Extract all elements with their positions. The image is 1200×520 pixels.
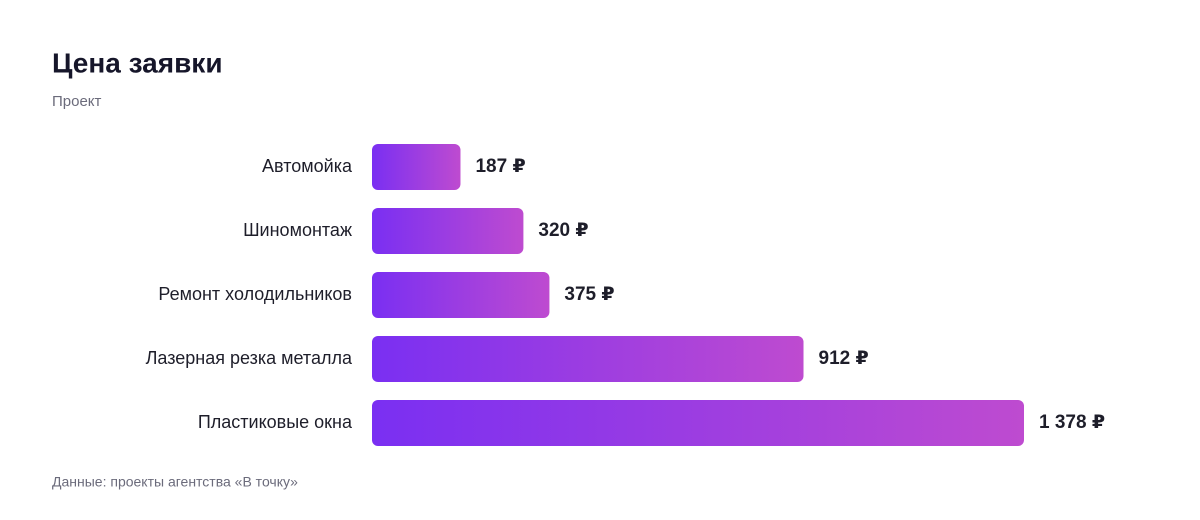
chart-title: Цена заявки — [52, 47, 223, 78]
bar — [372, 208, 524, 254]
value-label: 187 ₽ — [475, 156, 525, 177]
value-label: 320 ₽ — [538, 220, 588, 241]
category-label: Ремонт холодильников — [158, 284, 352, 304]
category-label: Пластиковые окна — [198, 412, 353, 432]
value-label: 1 378 ₽ — [1039, 412, 1105, 433]
category-label: Шиномонтаж — [243, 220, 352, 240]
bar — [372, 144, 461, 190]
source-note: Данные: проекты агентства «В точку» — [52, 474, 298, 490]
bar — [372, 400, 1024, 446]
value-label: 912 ₽ — [819, 348, 869, 369]
category-label: Лазерная резка металла — [146, 348, 353, 368]
category-label: Автомойка — [262, 156, 353, 176]
bar — [372, 336, 804, 382]
chart-subtitle: Проект — [52, 93, 102, 110]
bar — [372, 272, 550, 318]
value-label: 375 ₽ — [564, 284, 614, 305]
